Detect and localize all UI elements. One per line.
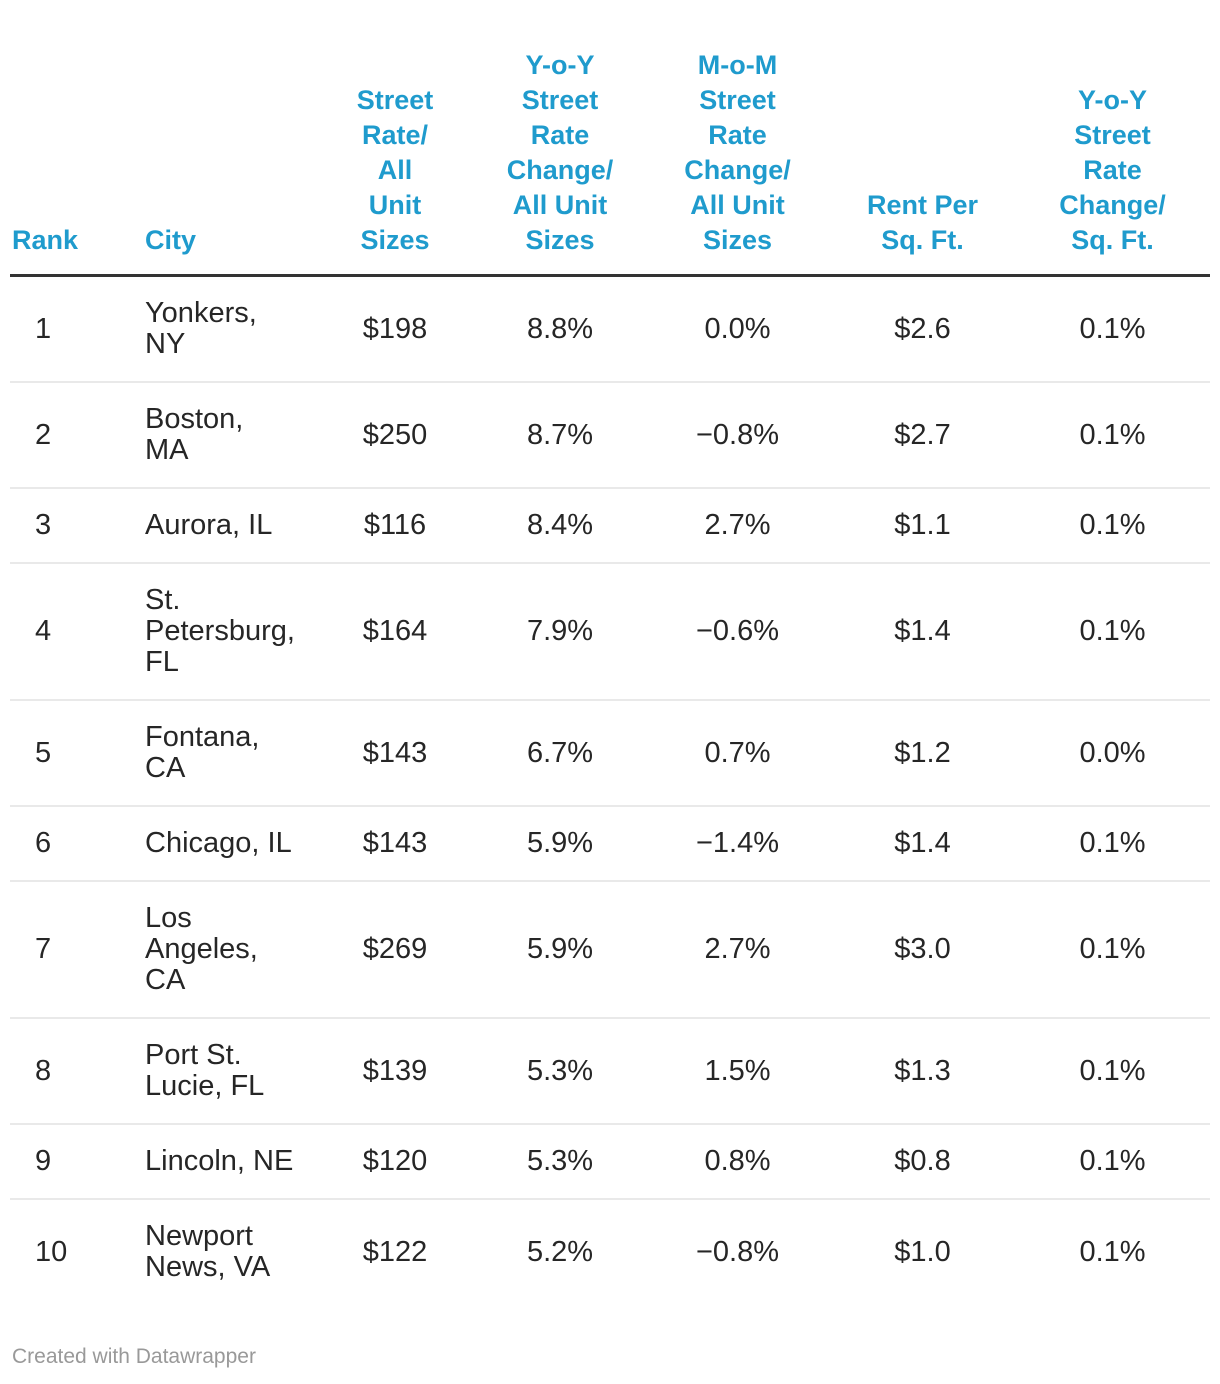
cell-street_rate: $139 <box>315 1017 475 1124</box>
cell-city: Lincoln, NE <box>135 1123 315 1199</box>
table-row: 6 Chicago, IL $143 5.9% −1.4% $1.4 0.1% <box>10 805 1210 881</box>
cell-mom_change: 1.5% <box>645 1017 830 1124</box>
cell-rank: 5 <box>10 699 135 806</box>
cell-mom_change: 0.7% <box>645 699 830 806</box>
cell-rent_sqft: $1.4 <box>830 562 1015 700</box>
street-rates-table: Rank City Street Rate/ All Unit Sizes Y-o-Y… <box>10 48 1210 1304</box>
cell-rent_sqft: $1.3 <box>830 1017 1015 1124</box>
cell-yoy_change: 5.2% <box>475 1198 645 1304</box>
cell-mom_change: −1.4% <box>645 805 830 881</box>
cell-street_rate: $250 <box>315 381 475 488</box>
cell-rent_sqft: $0.8 <box>830 1123 1015 1199</box>
column-header-yoy_sqft: Y-o-Y Street Rate Change/ Sq. Ft. <box>1015 48 1210 277</box>
cell-rent_sqft: $1.4 <box>830 805 1015 881</box>
table-row: 9 Lincoln, NE $120 5.3% 0.8% $0.8 0.1% <box>10 1123 1210 1199</box>
table-row: 7 Los Angeles, CA $269 5.9% 2.7% $3.0 0.1% <box>10 880 1210 1018</box>
cell-mom_change: 2.7% <box>645 487 830 563</box>
cell-mom_change: 0.0% <box>704 312 771 345</box>
cell-city: Yonkers, NY <box>145 297 257 360</box>
cell-yoy_sqft: 0.1% <box>1079 312 1146 345</box>
cell-street_rate: $120 <box>315 1123 475 1199</box>
cell-yoy_change: 5.9% <box>475 880 645 1018</box>
cell-yoy_sqft: 0.1% <box>1015 880 1210 1018</box>
cell-yoy_sqft: 0.1% <box>1015 1198 1210 1304</box>
table-row: 1 Yonkers, NY $198 8.8% 0.0% $2.6 0.1% <box>10 276 1210 383</box>
cell-yoy_change: 5.3% <box>475 1017 645 1124</box>
header-row: Rank City Street Rate/ All Unit Sizes Y-o-Y… <box>10 48 1210 277</box>
table-row: 4 St. Petersburg, FL $164 7.9% −0.6% $1.4 0.1% <box>10 562 1210 700</box>
cell-mom_change: −0.8% <box>645 381 830 488</box>
cell-city: St. Petersburg, FL <box>135 562 315 700</box>
cell-mom_change: 2.7% <box>645 880 830 1018</box>
table-header: Rank City Street Rate/ All Unit Sizes Y-o-Y… <box>10 48 1210 277</box>
cell-yoy_sqft: 0.1% <box>1015 487 1210 563</box>
cell-street_rate: $198 <box>362 312 428 345</box>
cell-rent_sqft: $1.2 <box>830 699 1015 806</box>
table-row: 8 Port St. Lucie, FL $139 5.3% 1.5% $1.3 0.1% <box>10 1017 1210 1124</box>
table-row: 2 Boston, MA $250 8.7% −0.8% $2.7 0.1% <box>10 381 1210 488</box>
cell-yoy_change: 7.9% <box>475 562 645 700</box>
cell-rank: 6 <box>10 805 135 881</box>
cell-yoy_change: 5.3% <box>475 1123 645 1199</box>
cell-rent_sqft: $3.0 <box>830 880 1015 1018</box>
cell-yoy_change: 6.7% <box>475 699 645 806</box>
cell-street_rate: $164 <box>315 562 475 700</box>
table-body: 1 Yonkers, NY $198 8.8% 0.0% $2.6 0.1% 2 Boston,… <box>10 276 1210 1304</box>
cell-street_rate: $143 <box>315 699 475 806</box>
cell-city: Fontana, CA <box>135 699 315 806</box>
cell-rank: 1 <box>35 312 52 345</box>
cell-rank: 10 <box>10 1198 135 1304</box>
cell-rank: 7 <box>10 880 135 1018</box>
table-row: 5 Fontana, CA $143 6.7% 0.7% $1.2 0.0% <box>10 699 1210 806</box>
cell-rent_sqft: $1.0 <box>830 1198 1015 1304</box>
column-header-mom_change: M-o-M Street Rate Change/ All Unit Sizes <box>645 48 830 277</box>
cell-yoy_change: 8.7% <box>475 381 645 488</box>
cell-rank: 8 <box>10 1017 135 1124</box>
cell-street_rate: $269 <box>315 880 475 1018</box>
cell-yoy_change: 8.8% <box>526 312 594 345</box>
column-header-rent_sqft: Rent Per Sq. Ft. <box>830 48 1015 277</box>
cell-rank: 4 <box>10 562 135 700</box>
column-header-rank: Rank <box>10 48 135 277</box>
cell-mom_change: −0.8% <box>645 1198 830 1304</box>
cell-yoy_sqft: 0.1% <box>1015 381 1210 488</box>
table-row: 10 Newport News, VA $122 5.2% −0.8% $1.0 0.1% <box>10 1198 1210 1304</box>
cell-city: Newport News, VA <box>135 1198 315 1304</box>
cell-yoy_sqft: 0.1% <box>1015 562 1210 700</box>
cell-city: Chicago, IL <box>135 805 315 881</box>
cell-rent_sqft: $2.7 <box>830 381 1015 488</box>
datawrapper-credit-link[interactable]: Created with Datawrapper <box>12 1345 256 1368</box>
cell-city: Aurora, IL <box>135 487 315 563</box>
cell-street_rate: $143 <box>315 805 475 881</box>
column-header-yoy_change: Y-o-Y Street Rate Change/ All Unit Sizes <box>475 48 645 277</box>
cell-city: Port St. Lucie, FL <box>135 1017 315 1124</box>
cell-yoy_sqft: 0.1% <box>1015 1017 1210 1124</box>
table-row: 3 Aurora, IL $116 8.4% 2.7% $1.1 0.1% <box>10 487 1210 563</box>
column-header-street_rate: Street Rate/ All Unit Sizes <box>315 48 475 277</box>
cell-yoy_change: 5.9% <box>475 805 645 881</box>
column-header-city: City <box>135 48 315 277</box>
cell-yoy_change: 8.4% <box>475 487 645 563</box>
cell-rent_sqft: $2.6 <box>894 312 951 345</box>
cell-rent_sqft: $1.1 <box>830 487 1015 563</box>
cell-mom_change: −0.6% <box>645 562 830 700</box>
cell-city: Los Angeles, CA <box>135 880 315 1018</box>
cell-rank: 3 <box>10 487 135 563</box>
cell-city: Boston, MA <box>135 381 315 488</box>
cell-yoy_sqft: 0.1% <box>1015 805 1210 881</box>
cell-mom_change: 0.8% <box>645 1123 830 1199</box>
cell-rank: 9 <box>10 1123 135 1199</box>
cell-yoy_sqft: 0.1% <box>1015 1123 1210 1199</box>
cell-rank: 2 <box>10 381 135 488</box>
cell-street_rate: $116 <box>315 487 475 563</box>
cell-street_rate: $122 <box>315 1198 475 1304</box>
cell-yoy_sqft: 0.0% <box>1015 699 1210 806</box>
